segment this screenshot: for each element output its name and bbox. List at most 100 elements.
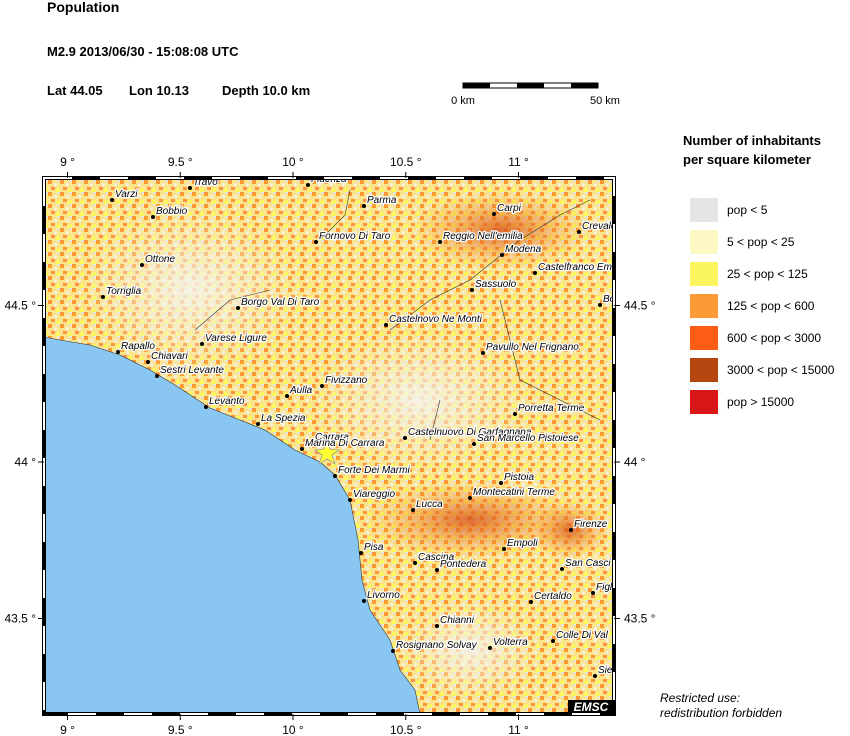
sparse-area xyxy=(310,330,530,470)
scale-end: 50 km xyxy=(590,95,620,107)
town-label: Marina Di Carrara xyxy=(305,438,385,449)
town-label: Certaldo xyxy=(534,591,572,602)
town-dot xyxy=(306,183,310,187)
dense-area xyxy=(410,190,590,270)
town-label: Castelnuovo Di Garfagnana xyxy=(408,427,532,438)
town-label: Chianni xyxy=(440,615,475,626)
town-dot xyxy=(314,240,318,244)
scale-bar-segment xyxy=(463,83,490,88)
legend-label: 25 < pop < 125 xyxy=(727,267,808,281)
town-dot xyxy=(333,474,337,478)
town-dot xyxy=(155,374,159,378)
town-label: Firenze xyxy=(574,519,608,530)
sparse-area xyxy=(80,210,300,370)
town-dot xyxy=(300,447,304,451)
legend-swatch xyxy=(690,294,718,318)
scale-bar-segment xyxy=(517,83,544,88)
lat-label: 44 ° xyxy=(624,455,646,469)
town-dot xyxy=(569,528,573,532)
title: Population xyxy=(47,0,119,15)
legend-swatch xyxy=(690,326,718,350)
town-label: Forte Dei Marmi xyxy=(338,465,410,476)
town-label: Pistoia xyxy=(504,472,534,483)
sea xyxy=(44,336,421,714)
town-dot xyxy=(110,198,114,202)
town-label: Cascina xyxy=(418,552,455,563)
event-depth: Depth 10.0 km xyxy=(222,83,310,98)
legend-label: 600 < pop < 3000 xyxy=(727,331,821,345)
lon-label: 9 ° xyxy=(60,723,75,736)
town-label: Ottone xyxy=(145,254,175,265)
town-dot xyxy=(529,600,533,604)
lon-label: 9 ° xyxy=(60,155,75,169)
town-label: La Spezia xyxy=(261,413,306,424)
lon-label: 10.5 ° xyxy=(390,723,422,736)
town-label: Fidenza xyxy=(311,174,347,185)
lon-label: 10 ° xyxy=(282,155,304,169)
town-dot xyxy=(188,186,192,190)
town-label: Rosignano Solvay xyxy=(396,640,478,651)
credit: EMSC xyxy=(574,700,609,714)
town-dot xyxy=(146,360,150,364)
town-label: San Marcello Pistoiese xyxy=(477,433,579,444)
town-dot xyxy=(413,561,417,565)
town-dot xyxy=(488,646,492,650)
map-frame-pattern xyxy=(43,177,615,715)
town-dot xyxy=(384,323,388,327)
town-label: Porretta Terme xyxy=(518,403,585,414)
town-label: Fornovo Di Taro xyxy=(319,231,391,242)
town-label: Livorno xyxy=(367,590,400,601)
town-dot xyxy=(435,624,439,628)
lat-label: 44 ° xyxy=(15,455,37,469)
legend-title: per square kilometer xyxy=(683,152,811,167)
town-label: Carpi xyxy=(497,203,522,214)
footer-note: Restricted use: xyxy=(660,691,740,705)
town-label: Castelfranco Em xyxy=(538,262,612,273)
town-dot xyxy=(256,422,260,426)
town-dot xyxy=(470,288,474,292)
lon-label: 11 ° xyxy=(508,155,529,169)
town-label: Reggio Nell'emilia xyxy=(443,231,523,242)
lat-label: 43.5 ° xyxy=(624,612,656,626)
town-label: Crevalcore xyxy=(582,221,631,232)
graticule-labels: 9 ° 9 ° 9.5 ° 9.5 ° 10 ° 10 ° 10.5 ° 10.5 ° 11 °… xyxy=(5,155,656,736)
boundaries xyxy=(194,189,601,441)
scale-bar-segment xyxy=(571,83,598,88)
town-label: Bobbio xyxy=(156,206,188,217)
town-dot xyxy=(499,481,503,485)
town-dot xyxy=(362,204,366,208)
town-label: Montecatini Terme xyxy=(473,487,555,498)
town-dot xyxy=(577,230,581,234)
town-dot xyxy=(101,295,105,299)
town-label: Varese Ligure xyxy=(205,333,267,344)
legend-title: Number of inhabitants xyxy=(683,133,821,148)
town-dot xyxy=(310,441,314,445)
lon-label: 9.5 ° xyxy=(168,155,193,169)
town-dot xyxy=(403,436,407,440)
town-dot xyxy=(513,412,517,416)
epicenter-star xyxy=(313,439,341,465)
town-dot xyxy=(481,351,485,355)
town-label: Parma xyxy=(367,195,397,206)
town-label: Torriglia xyxy=(106,286,142,297)
legend-swatch xyxy=(690,358,718,382)
town-label: San Casci xyxy=(565,558,611,569)
town-label: Lucca xyxy=(416,499,443,510)
town-dot xyxy=(551,639,555,643)
town-label: Travo xyxy=(193,177,218,188)
town-dot xyxy=(593,674,597,678)
town-dot xyxy=(468,496,472,500)
town-label: Pontedera xyxy=(440,559,487,570)
town-dot xyxy=(411,508,415,512)
town-label: Aulla xyxy=(289,385,313,396)
scale-start: 0 km xyxy=(451,95,475,107)
event-lat: Lat 44.05 xyxy=(47,83,103,98)
town-label: Colle Di Val xyxy=(556,630,609,641)
legend-swatch xyxy=(690,230,718,254)
town-dot xyxy=(204,405,208,409)
town-label: Sier xyxy=(598,665,616,676)
map-area: Varzi Travo Bobbio Ottone Torriglia Borgo Val… xyxy=(44,174,631,714)
footer-note: redistribution forbidden xyxy=(660,706,782,720)
town-label: Figl xyxy=(596,582,613,593)
